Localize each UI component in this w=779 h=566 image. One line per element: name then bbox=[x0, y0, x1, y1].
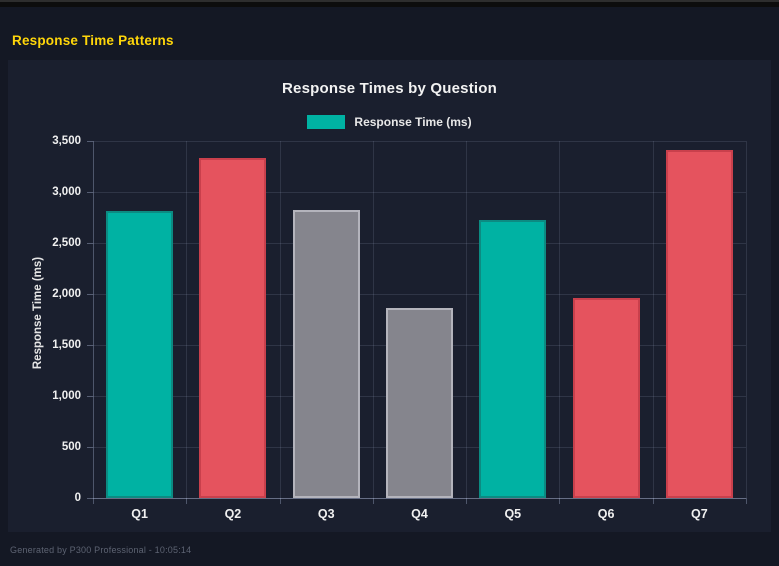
x-axis-label: Q2 bbox=[224, 507, 242, 521]
x-axis-line bbox=[93, 498, 746, 499]
y-axis-line bbox=[93, 141, 94, 498]
horizontal-gridline bbox=[93, 141, 746, 142]
y-tick-label: 0 bbox=[74, 492, 81, 504]
vertical-gridline bbox=[559, 141, 561, 498]
x-tick-mark bbox=[93, 498, 94, 504]
x-axis-label: Q1 bbox=[131, 507, 148, 521]
y-tick-mark bbox=[87, 447, 93, 448]
y-tick-mark bbox=[87, 141, 93, 142]
y-tick-mark bbox=[87, 345, 93, 346]
y-tick-label: 2,500 bbox=[52, 237, 81, 249]
horizontal-gridline bbox=[93, 294, 746, 295]
bar-q5[interactable] bbox=[479, 219, 547, 498]
y-tick-label: 500 bbox=[61, 441, 81, 453]
horizontal-gridline bbox=[93, 243, 746, 244]
bar-q2[interactable] bbox=[199, 158, 267, 498]
y-tick-label: 3,500 bbox=[52, 135, 81, 147]
bar-q4[interactable] bbox=[386, 308, 453, 498]
x-tick-mark bbox=[466, 498, 468, 504]
legend-swatch-icon bbox=[307, 115, 346, 129]
horizontal-gridline bbox=[93, 192, 746, 193]
y-tick-label: 1,000 bbox=[52, 390, 81, 402]
x-tick-mark bbox=[372, 498, 374, 504]
x-axis-label: Q3 bbox=[317, 507, 335, 521]
x-tick-mark bbox=[652, 498, 654, 504]
vertical-gridline bbox=[746, 141, 747, 498]
bar-q1[interactable] bbox=[106, 211, 174, 498]
y-tick-mark bbox=[87, 192, 93, 193]
vertical-gridline bbox=[372, 141, 374, 498]
y-tick-mark bbox=[87, 396, 93, 397]
x-axis-label: Q5 bbox=[504, 507, 522, 521]
y-tick-mark bbox=[87, 243, 93, 244]
window-top-bar bbox=[0, 0, 779, 7]
chart-legend[interactable]: Response Time (ms) bbox=[8, 114, 771, 130]
y-tick-label: 1,500 bbox=[52, 339, 81, 351]
vertical-gridline bbox=[466, 141, 468, 498]
x-tick-mark bbox=[559, 498, 561, 504]
y-tick-label: 2,000 bbox=[52, 288, 81, 300]
chart-title: Response Times by Question bbox=[282, 80, 497, 97]
y-tick-mark bbox=[87, 294, 93, 295]
footer-note: Generated by P300 Professional - 10:05:1… bbox=[10, 545, 192, 555]
vertical-gridline bbox=[279, 141, 281, 498]
bar-q7[interactable] bbox=[665, 150, 733, 498]
x-tick-mark bbox=[279, 498, 281, 504]
plot-area: 0 500 1,000 1,500 2,000 2,500 3,000 3,500 Q1 Q2 Q3… bbox=[52, 135, 747, 521]
x-tick-mark bbox=[186, 498, 188, 504]
chart-card: Response Times by Question Response Time… bbox=[8, 60, 771, 532]
y-tick-label: 3,000 bbox=[52, 186, 81, 198]
x-axis-label: Q6 bbox=[597, 507, 615, 521]
vertical-gridline bbox=[652, 141, 654, 498]
vertical-gridline bbox=[186, 141, 188, 498]
bar-q6[interactable] bbox=[572, 298, 640, 498]
x-axis-label: Q7 bbox=[691, 507, 708, 521]
legend-label: Response Time (ms) bbox=[354, 115, 472, 129]
x-axis-label: Q4 bbox=[411, 507, 428, 521]
x-tick-mark bbox=[746, 498, 747, 504]
page-title: Response Time Patterns bbox=[12, 33, 174, 48]
bar-q3[interactable] bbox=[292, 210, 360, 498]
y-tick-mark bbox=[87, 498, 93, 499]
